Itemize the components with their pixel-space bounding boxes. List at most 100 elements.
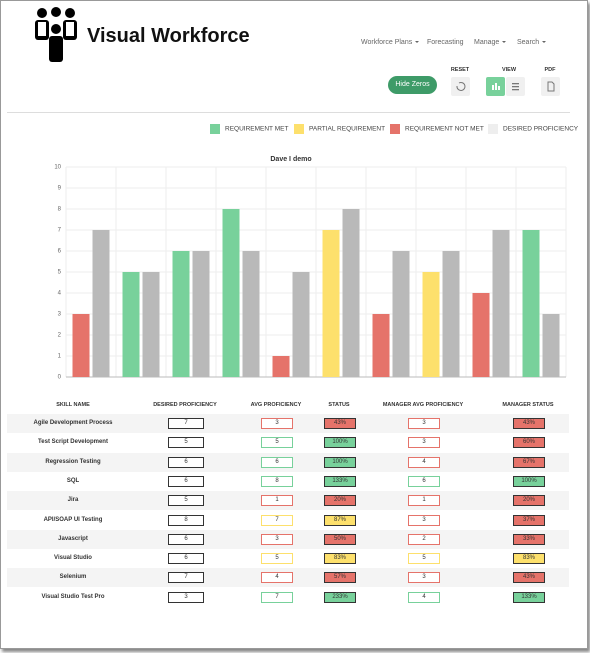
pdf-icon xyxy=(547,81,555,92)
logo-text: Visual Workforce xyxy=(87,25,250,47)
column-header: STATUS xyxy=(328,402,350,408)
status-cell: 37% xyxy=(513,514,545,526)
bar xyxy=(442,251,460,377)
divider xyxy=(7,112,570,113)
value-cell: 1 xyxy=(408,495,440,507)
value-cell: 6 xyxy=(168,533,204,545)
legend-label: REQUIREMENT MET xyxy=(225,125,289,133)
nav-label: Search xyxy=(517,39,540,46)
nav-item[interactable]: Forecasting xyxy=(427,39,464,46)
table-row: Test Script Development 5 5 100% 3 60% xyxy=(7,433,569,453)
bar xyxy=(242,251,260,377)
status-cell: 20% xyxy=(513,495,545,507)
chart-title: Dave I demo xyxy=(270,156,311,163)
legend-item: DESIRED PROFICIENCY xyxy=(488,124,578,134)
legend-label: DESIRED PROFICIENCY xyxy=(503,125,579,133)
skill-name: Jira xyxy=(67,497,79,504)
status-cell: 43% xyxy=(513,572,545,584)
column-header: DESIRED PROFICIENCY xyxy=(153,402,217,408)
table-row: Selenium 7 4 57% 3 43% xyxy=(7,568,569,588)
table-row: Visual Studio Test Pro 3 7 233% 4 133% xyxy=(7,587,569,607)
value-cell: 8 xyxy=(261,475,293,487)
status-cell: 83% xyxy=(324,553,356,565)
table-row: API/SOAP UI Testing 8 7 87% 3 37% xyxy=(7,510,569,530)
status-cell: 60% xyxy=(513,437,545,449)
value-cell: 5 xyxy=(261,437,293,449)
value-cell: 3 xyxy=(408,418,440,429)
bar xyxy=(372,314,390,377)
status-cell: 33% xyxy=(513,533,545,545)
value-cell: 3 xyxy=(168,591,204,603)
status-cell: 43% xyxy=(513,418,545,429)
value-cell: 6 xyxy=(168,553,204,565)
status-cell: 100% xyxy=(324,456,356,468)
list-view-button[interactable] xyxy=(506,77,525,96)
value-cell: 6 xyxy=(168,475,204,487)
value-cell: 5 xyxy=(168,495,204,507)
skill-name: Agile Development Process xyxy=(33,420,113,426)
nav-item[interactable]: Manage xyxy=(474,39,506,46)
y-tick-label: 6 xyxy=(58,249,62,255)
nav-label: Forecasting xyxy=(427,39,464,46)
column-header: MANAGER AVG PROFICIENCY xyxy=(382,402,464,408)
column-header: AVG PROFICIENCY xyxy=(250,402,302,408)
status-cell: 233% xyxy=(324,591,356,603)
bar xyxy=(392,251,410,377)
table-row: Javascript 6 3 50% 2 33% xyxy=(7,529,569,549)
y-tick-label: 0 xyxy=(58,375,62,381)
status-cell: 20% xyxy=(324,495,356,507)
list-icon xyxy=(512,83,519,91)
value-cell: 7 xyxy=(168,418,204,429)
bar xyxy=(492,230,510,377)
status-cell: 43% xyxy=(324,418,356,429)
table-row: Regression Testing 6 6 100% 4 67% xyxy=(7,452,569,472)
value-cell: 3 xyxy=(261,418,293,429)
value-cell: 3 xyxy=(408,514,440,526)
hide-zeros-button[interactable]: Hide Zeros xyxy=(388,76,437,94)
logo-icon xyxy=(35,7,77,62)
table-row: Visual Studio 6 5 83% 5 83% xyxy=(7,549,569,569)
value-cell: 6 xyxy=(408,475,440,487)
bar xyxy=(142,272,160,377)
skill-name: API/SOAP UI Testing xyxy=(43,516,103,523)
legend-item: REQUIREMENT NOT MET xyxy=(390,124,484,134)
bar xyxy=(472,293,490,377)
table-row: Agile Development Process 7 3 43% 3 43% xyxy=(7,414,569,433)
chart-view-button[interactable] xyxy=(486,77,505,96)
bar xyxy=(172,251,190,377)
y-tick-label: 4 xyxy=(58,291,62,297)
y-tick-label: 10 xyxy=(54,165,61,171)
skill-name: SQL xyxy=(66,477,80,484)
nav-label: Manage xyxy=(474,39,500,46)
legend-item: REQUIREMENT MET xyxy=(210,124,288,134)
y-tick-label: 9 xyxy=(58,186,62,192)
value-cell: 4 xyxy=(408,591,440,603)
value-cell: 3 xyxy=(408,437,440,449)
bar xyxy=(322,230,340,377)
y-tick-label: 1 xyxy=(58,354,62,360)
status-cell: 100% xyxy=(324,437,356,449)
chart: Dave I demo 0 1 2 3 4 5 6 7 8 9 10 xyxy=(54,156,567,381)
bar xyxy=(542,314,560,377)
pdf-button[interactable] xyxy=(541,77,560,96)
value-cell: 5 xyxy=(408,553,440,565)
y-tick-label: 8 xyxy=(58,207,62,213)
reset-button[interactable] xyxy=(451,77,470,96)
skill-name: Regression Testing xyxy=(45,458,101,465)
legend-swatch xyxy=(294,124,304,134)
value-cell: 5 xyxy=(261,553,293,565)
bar xyxy=(122,272,140,377)
nav-item[interactable]: Workforce Plans xyxy=(361,39,419,46)
value-cell: 4 xyxy=(408,456,440,468)
bar xyxy=(522,230,540,377)
y-tick-label: 3 xyxy=(58,312,62,318)
y-tick-label: 2 xyxy=(58,333,62,339)
value-cell: 8 xyxy=(168,514,204,526)
skill-name: Test Script Development xyxy=(38,439,108,446)
nav-item[interactable]: Search xyxy=(517,39,546,46)
bar xyxy=(92,230,110,377)
value-cell: 3 xyxy=(261,533,293,545)
legend-swatch xyxy=(210,124,220,134)
value-cell: 3 xyxy=(408,572,440,584)
bar xyxy=(342,209,360,377)
